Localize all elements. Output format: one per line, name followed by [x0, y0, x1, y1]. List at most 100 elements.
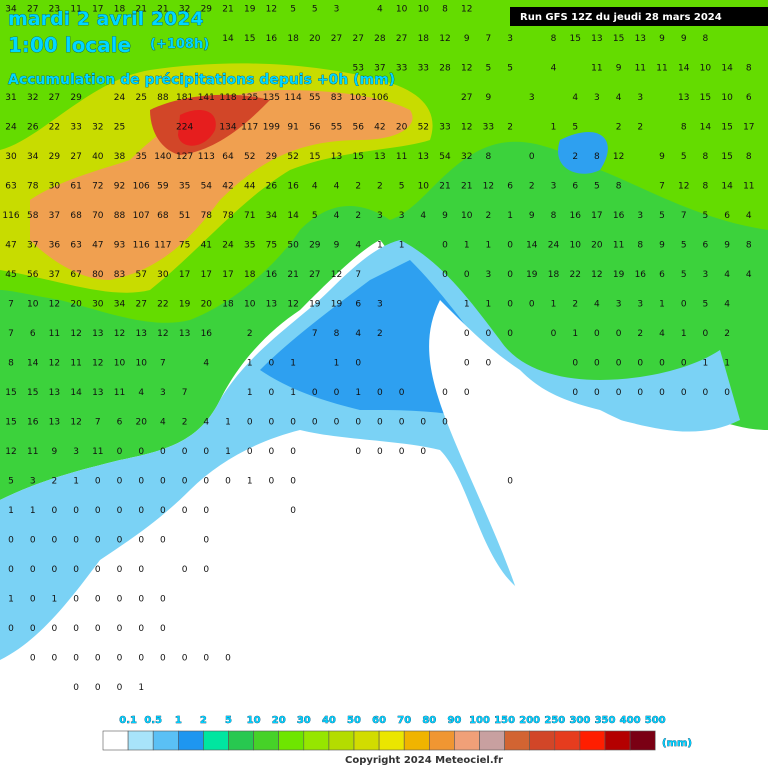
legend-label: 20 — [272, 715, 286, 726]
grid-value: 16 — [266, 34, 278, 44]
grid-value: 33 — [70, 123, 81, 133]
grid-value: 10 — [27, 300, 39, 310]
grid-value: 3 — [377, 300, 383, 310]
grid-value: 199 — [263, 123, 280, 133]
grid-value: 78 — [201, 211, 213, 221]
grid-value: 5 — [8, 477, 14, 487]
grid-value: 4 — [355, 241, 361, 251]
grid-value: 12 — [114, 329, 125, 339]
grid-value: 0 — [8, 536, 14, 546]
grid-value: 5 — [681, 241, 687, 251]
grid-value: 10 — [244, 300, 256, 310]
grid-value: 8 — [681, 123, 687, 133]
time-label: 1:00 locale — [8, 33, 131, 57]
grid-value: 4 — [659, 329, 665, 339]
grid-value: 34 — [114, 300, 126, 310]
grid-value: 28 — [439, 64, 451, 74]
grid-value: 1 — [486, 241, 492, 251]
grid-value: 30 — [49, 182, 61, 192]
grid-value: 5 — [572, 123, 578, 133]
grid-value: 0 — [507, 270, 513, 280]
grid-value: 44 — [244, 182, 256, 192]
field-dry-2 — [0, 656, 208, 720]
legend-label: 2 — [200, 715, 207, 726]
grid-value: 0 — [247, 418, 253, 428]
legend-swatch — [378, 730, 405, 751]
grid-value: 9 — [659, 152, 665, 162]
grid-value: 29 — [309, 241, 321, 251]
grid-value: 3 — [551, 182, 557, 192]
grid-value: 83 — [331, 93, 342, 103]
grid-value: 27 — [352, 34, 363, 44]
grid-value: 10 — [700, 64, 712, 74]
grid-value: 18 — [114, 5, 126, 15]
grid-value: 3 — [160, 388, 166, 398]
grid-value: 1 — [486, 300, 492, 310]
grid-value: 16 — [287, 182, 299, 192]
grid-value: 0 — [8, 565, 14, 575]
grid-value: 13 — [49, 388, 60, 398]
grid-value: 12 — [439, 34, 450, 44]
grid-value: 10 — [721, 93, 733, 103]
grid-value: 67 — [70, 270, 81, 280]
grid-value: 0 — [117, 595, 123, 605]
legend-label: 100 — [469, 715, 490, 726]
grid-value: 10 — [114, 359, 126, 369]
grid-value: 47 — [92, 241, 103, 251]
grid-value: 14 — [700, 123, 712, 133]
grid-value: 11 — [743, 182, 754, 192]
grid-value: 12 — [331, 270, 342, 280]
grid-value: 4 — [551, 64, 557, 74]
grid-value: 27 — [135, 300, 146, 310]
grid-value: 68 — [157, 211, 169, 221]
grid-value: 3 — [594, 93, 600, 103]
grid-value: 19 — [613, 270, 625, 280]
legend-unit: (mm) — [662, 738, 692, 749]
grid-value: 8 — [486, 152, 492, 162]
grid-value: 27 — [70, 152, 81, 162]
grid-value: 0 — [290, 477, 296, 487]
grid-value: 1 — [703, 359, 709, 369]
grid-value: 3 — [486, 270, 492, 280]
grid-value: 27 — [461, 93, 472, 103]
grid-value: 7 — [681, 211, 687, 221]
grid-value: 16 — [569, 211, 581, 221]
grid-value: 0 — [399, 447, 405, 457]
grid-value: 0 — [312, 418, 318, 428]
grid-value: 18 — [287, 34, 299, 44]
grid-value: 9 — [442, 211, 448, 221]
grid-value: 15 — [700, 93, 711, 103]
legend-swatch — [203, 730, 229, 751]
grid-value: 1 — [247, 359, 253, 369]
grid-value: 0 — [203, 447, 209, 457]
grid-value: 113 — [198, 152, 215, 162]
grid-value: 4 — [594, 300, 600, 310]
grid-value: 33 — [483, 123, 494, 133]
grid-value: 0 — [486, 329, 492, 339]
grid-value: 70 — [92, 211, 104, 221]
legend-swatch — [428, 730, 455, 751]
grid-value: 0 — [138, 506, 144, 516]
field-dark-red — [178, 110, 216, 146]
grid-value: 12 — [70, 329, 81, 339]
grid-value: 0 — [52, 506, 58, 516]
grid-value: 1 — [8, 506, 14, 516]
grid-value: 13 — [92, 329, 103, 339]
grid-value: 0 — [355, 418, 361, 428]
legend-label: 400 — [620, 715, 641, 726]
grid-value: 3 — [637, 93, 643, 103]
grid-value: 24 — [5, 123, 17, 133]
grid-value: 2 — [572, 152, 578, 162]
grid-value: 35 — [135, 152, 146, 162]
grid-value: 0 — [73, 565, 79, 575]
grid-value: 8 — [594, 152, 600, 162]
grid-value: 22 — [569, 270, 580, 280]
grid-value: 13 — [266, 300, 277, 310]
grid-value: 27 — [396, 34, 407, 44]
grid-value: 1 — [724, 359, 730, 369]
legend-label: 200 — [519, 715, 540, 726]
grid-value: 0 — [269, 477, 275, 487]
grid-value: 118 — [219, 93, 236, 103]
grid-value: 15 — [309, 152, 320, 162]
legend-label: 150 — [494, 715, 515, 726]
